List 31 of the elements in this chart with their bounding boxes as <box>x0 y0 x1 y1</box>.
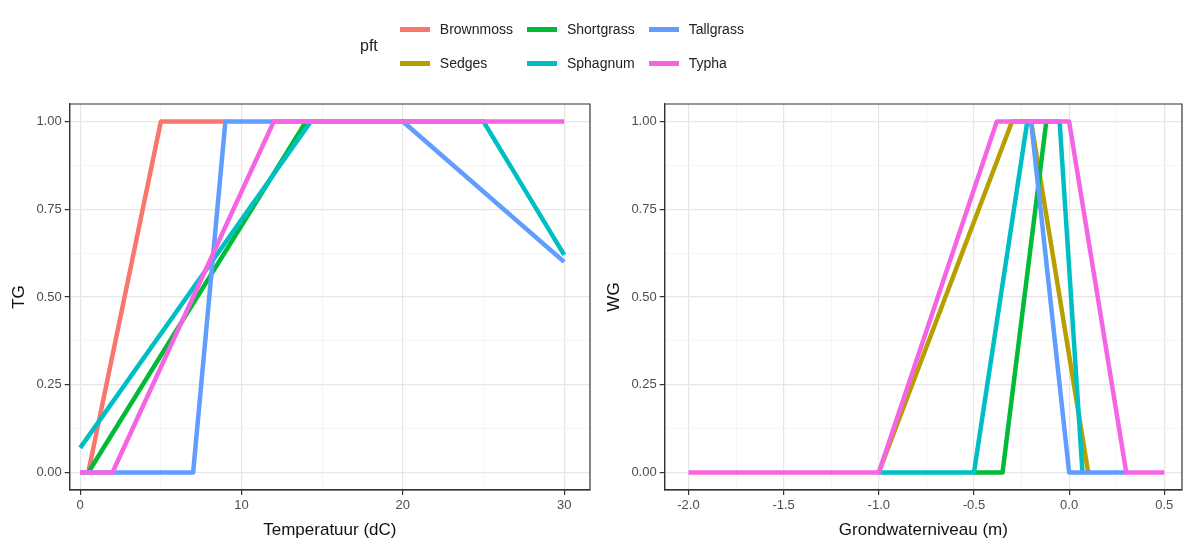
x-tick-label: 10 <box>234 497 249 513</box>
legend-title: pft <box>360 37 378 55</box>
y-tick-label: 0.75 <box>631 200 657 216</box>
x-axis-title: Temperatuur (dC) <box>263 520 397 540</box>
legend-label: Brownmoss <box>439 21 513 37</box>
y-tick-label: 0.25 <box>631 376 657 392</box>
y-tick-label: 0.50 <box>36 288 62 304</box>
x-tick-label: 0 <box>76 497 84 513</box>
x-tick-label: 0.0 <box>1060 497 1079 513</box>
legend-label: Sphagnum <box>566 55 635 71</box>
legend-label: Tallgrass <box>688 21 744 37</box>
y-axis-title: WG <box>603 282 623 312</box>
x-tick-label: -1.5 <box>772 497 795 513</box>
x-tick-label: -2.0 <box>677 497 700 513</box>
y-tick-label: 0.50 <box>631 288 657 304</box>
x-tick-label: -0.5 <box>962 497 986 513</box>
legend-label: Typha <box>688 55 727 71</box>
y-tick-label: 0.75 <box>36 200 62 216</box>
x-tick-label: -1.0 <box>867 497 891 513</box>
x-axis-title: Grondwaterniveau (m) <box>838 520 1008 540</box>
x-tick-label: 20 <box>395 497 411 513</box>
x-tick-label: 30 <box>556 497 572 513</box>
y-tick-label: 0.00 <box>36 464 62 480</box>
legend-label: Sedges <box>439 55 488 71</box>
y-axis-title: TG <box>8 285 28 309</box>
x-tick-label: 0.5 <box>1155 497 1174 513</box>
legend-label: Shortgrass <box>566 21 635 37</box>
y-tick-label: 1.00 <box>36 113 62 129</box>
y-tick-label: 1.00 <box>631 113 657 129</box>
y-tick-label: 0.00 <box>631 464 657 480</box>
y-tick-label: 0.25 <box>36 376 62 392</box>
